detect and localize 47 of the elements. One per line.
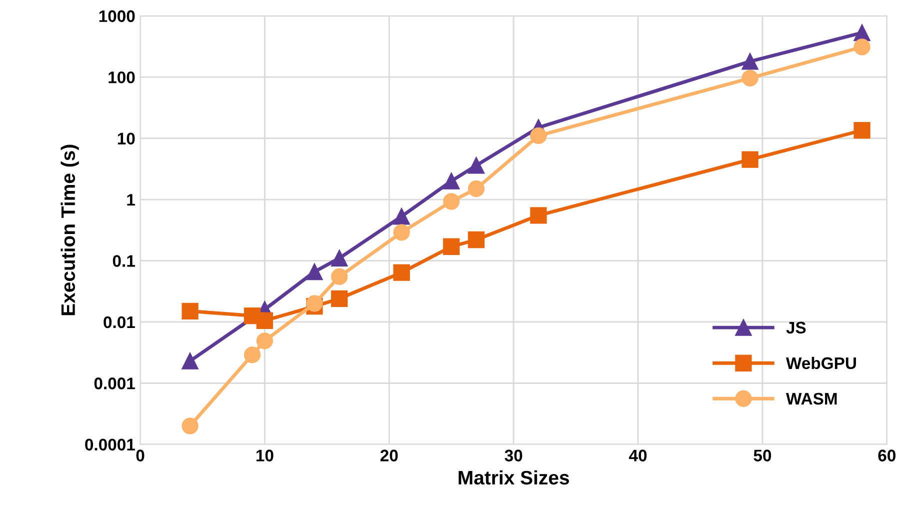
y-axis-title: Execution Time (s) — [60, 144, 79, 316]
point — [182, 352, 198, 370]
y-tick-label: 0.1 — [112, 255, 135, 267]
legend-label: WASM — [786, 392, 837, 405]
point — [443, 172, 460, 190]
y-tick-label: 0.001 — [94, 378, 135, 390]
point — [244, 346, 261, 364]
point — [742, 151, 758, 168]
x-axis-title: Matrix Sizes — [458, 470, 569, 485]
x-tick-label: 10 — [256, 450, 274, 462]
point — [742, 53, 758, 70]
point — [443, 193, 460, 210]
point — [331, 290, 348, 307]
y-tick-label: 0.01 — [104, 316, 135, 328]
point — [393, 208, 410, 225]
legend-label: WebGPU — [786, 356, 856, 370]
x-tick-label: 50 — [754, 450, 772, 462]
x-tick-label: 30 — [504, 450, 522, 462]
y-tick-label: 10 — [118, 132, 135, 144]
point — [468, 231, 485, 248]
point — [331, 268, 348, 285]
point — [393, 224, 410, 241]
x-tick-label: 0 — [136, 450, 144, 462]
point — [742, 70, 758, 86]
point — [530, 127, 547, 144]
point — [306, 263, 323, 280]
point — [393, 264, 410, 281]
point — [854, 38, 870, 56]
y-tick-label: 0.0001 — [85, 438, 135, 451]
point — [854, 122, 870, 139]
point — [331, 250, 348, 267]
y-tick-label: 1000 — [99, 10, 135, 22]
point — [306, 295, 323, 312]
x-tick-label: 40 — [629, 450, 647, 462]
y-tick-label: 100 — [108, 71, 135, 84]
legend-label: JS — [786, 322, 806, 334]
point — [530, 207, 547, 224]
point — [182, 302, 198, 320]
y-tick-label: 1 — [127, 194, 135, 206]
point — [468, 157, 485, 174]
point — [468, 180, 485, 198]
point — [256, 312, 274, 329]
point — [256, 332, 274, 350]
point — [443, 238, 460, 255]
x-tick-label: 20 — [380, 450, 398, 462]
x-tick-label: 60 — [878, 450, 896, 462]
point — [182, 418, 198, 434]
